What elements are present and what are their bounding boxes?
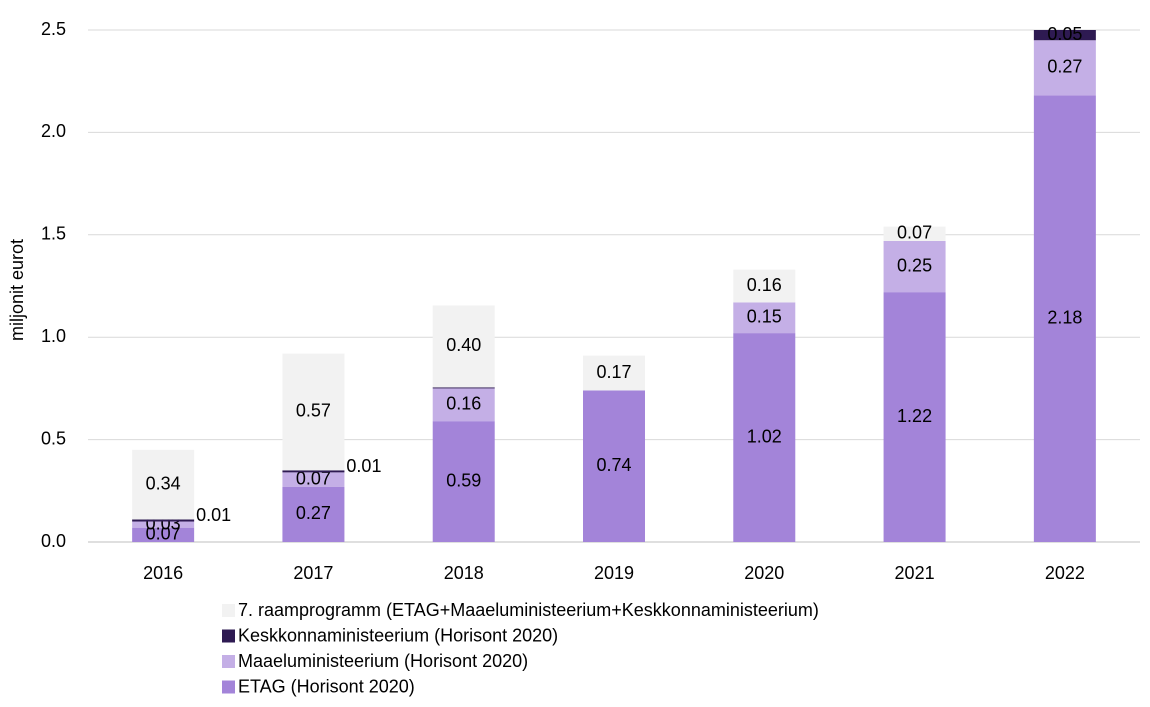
bar-segment: [132, 449, 195, 520]
bar-segment: [132, 521, 195, 528]
y-tick-label: 0.0: [41, 531, 66, 551]
bar-segment: [282, 486, 345, 542]
x-tick-label: 2017: [293, 563, 333, 583]
bar-segment: [733, 333, 796, 542]
data-label: 0.16: [446, 394, 481, 414]
data-label: 0.34: [146, 473, 181, 493]
x-tick-label: 2021: [895, 563, 935, 583]
data-label: 0.07: [897, 223, 932, 243]
data-label: 0.57: [296, 401, 331, 421]
bar-segment: [1033, 30, 1096, 41]
bar-segment: [282, 472, 345, 487]
data-label: 0.25: [897, 255, 932, 275]
legend-swatch: [222, 655, 235, 668]
bar-segment: [883, 226, 946, 241]
bar-segment: [432, 421, 495, 542]
bar-segment: [733, 269, 796, 303]
x-tick-label: 2019: [594, 563, 634, 583]
legend-swatch: [222, 604, 235, 617]
data-label: 0.27: [296, 503, 331, 523]
data-label: 0.05: [1047, 24, 1082, 44]
data-label: 0.59: [446, 470, 481, 490]
y-tick-label: 0.5: [41, 428, 66, 448]
y-tick-label: 2.5: [41, 19, 66, 39]
data-label: 0.01: [346, 456, 381, 476]
data-label: 0.17: [596, 362, 631, 382]
data-label: 1.22: [897, 406, 932, 426]
legend-label: Maaeluministeerium (Horisont 2020): [238, 651, 528, 671]
y-tick-label: 1.5: [41, 224, 66, 244]
data-label: 0.27: [1047, 57, 1082, 77]
bar-segment: [1033, 40, 1096, 96]
data-label: 0.74: [596, 455, 631, 475]
data-label: 0.01: [196, 505, 231, 525]
y-tick-label: 1.0: [41, 326, 66, 346]
bar-segment: [883, 292, 946, 542]
y-tick-label: 2.0: [41, 121, 66, 141]
data-label: 0.15: [747, 306, 782, 326]
bar-segment: [583, 390, 645, 542]
data-label: 0.40: [446, 335, 481, 355]
data-label: 2.18: [1047, 308, 1082, 328]
legend-label: ETAG (Horisont 2020): [238, 676, 415, 696]
data-label: 1.02: [747, 426, 782, 446]
data-label: 0.07: [146, 524, 181, 544]
bar-segment: [432, 387, 495, 389]
bar-segment: [432, 305, 495, 388]
legend-swatch: [222, 629, 235, 643]
data-label: 0.16: [747, 275, 782, 295]
data-label: 0.07: [296, 468, 331, 488]
y-axis-label: miljonit eurot: [7, 239, 27, 341]
x-tick-label: 2022: [1045, 563, 1085, 583]
bar-segment: [282, 353, 345, 471]
legend-swatch: [222, 680, 235, 694]
legend-label: 7. raamprogramm (ETAG+Maaeluministeerium…: [238, 600, 819, 620]
bar-segment: [883, 240, 946, 293]
x-tick-label: 2016: [143, 563, 183, 583]
bar-segment: [132, 519, 195, 522]
bar-segment: [282, 470, 345, 473]
bar-segment: [432, 388, 495, 422]
legend-label: Keskkonnaministeerium (Horisont 2020): [238, 625, 558, 645]
bar-segment: [583, 355, 645, 391]
bar-segment: [1033, 95, 1096, 542]
x-tick-label: 2020: [744, 563, 784, 583]
bar-segment: [733, 302, 796, 334]
x-tick-label: 2018: [444, 563, 484, 583]
bar-segment: [132, 527, 195, 542]
